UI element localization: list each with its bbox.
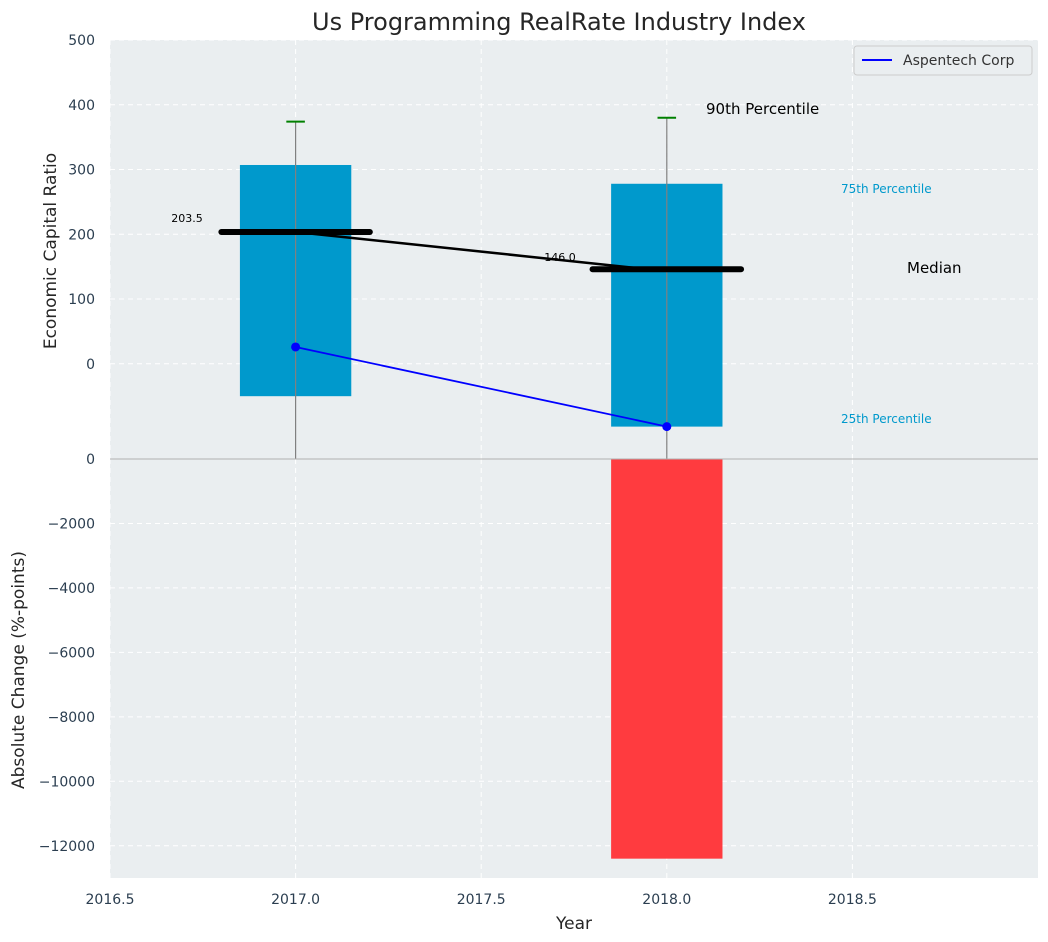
annotation-75th-percentile: 75th Percentile xyxy=(841,182,932,196)
top-series xyxy=(291,342,672,432)
bottom-plot-area: 0 −2000 −4000 −6000 −8000 −10000 −12000 xyxy=(39,452,1038,878)
bottom-y-tick-label: 0 xyxy=(86,452,95,468)
chart-title: Us Programming RealRate Industry Index xyxy=(312,8,806,36)
median-value-label-2017: 203.5 xyxy=(171,212,203,225)
x-tick-label: 2016.5 xyxy=(86,892,135,908)
change-bar-2018 xyxy=(611,459,723,859)
series-line-aspentech xyxy=(295,346,667,428)
top-y-axis-label: Economic Capital Ratio xyxy=(41,153,61,349)
bottom-y-axis-label: Absolute Change (%-points) xyxy=(9,551,29,789)
bottom-y-tick-labels: 0 −2000 −4000 −6000 −8000 −10000 −12000 xyxy=(39,452,95,855)
bottom-gridlines xyxy=(109,458,1038,878)
x-axis-label: Year xyxy=(555,914,592,934)
top-y-tick-label: 100 xyxy=(68,292,95,308)
bottom-y-tick-label: −10000 xyxy=(39,774,95,790)
top-y-tick-label: 500 xyxy=(68,33,95,49)
x-tick-label: 2017.5 xyxy=(457,892,506,908)
series-point-2018 xyxy=(662,422,672,432)
legend: Aspentech Corp xyxy=(853,45,1033,76)
series-point-2017 xyxy=(291,342,301,352)
x-tick-labels: 2016.5 2017.0 2017.5 2018.0 2018.5 xyxy=(86,892,877,908)
x-tick-label: 2018.5 xyxy=(828,892,877,908)
bottom-plot-background xyxy=(110,459,1038,878)
annotation-90th-percentile: 90th Percentile xyxy=(706,100,819,118)
top-y-tick-label: 0 xyxy=(86,357,95,373)
legend-label-aspentech: Aspentech Corp xyxy=(903,53,1014,69)
annotation-median: Median xyxy=(907,259,962,277)
bottom-y-tick-label: −12000 xyxy=(39,839,95,855)
top-y-tick-labels: 0 100 200 300 400 500 xyxy=(68,33,95,373)
x-tick-label: 2017.0 xyxy=(271,892,320,908)
bottom-y-tick-label: −6000 xyxy=(48,645,95,661)
annotation-25th-percentile: 25th Percentile xyxy=(841,412,932,426)
bottom-y-tick-label: −8000 xyxy=(48,710,95,726)
top-y-tick-label: 200 xyxy=(68,227,95,243)
bottom-bars xyxy=(611,459,723,859)
top-y-tick-label: 300 xyxy=(68,163,95,179)
legend-box xyxy=(853,45,1033,76)
top-boxes xyxy=(218,116,745,459)
bottom-y-tick-label: −4000 xyxy=(48,581,95,597)
median-value-label-2018: 146.0 xyxy=(544,251,576,264)
x-tick-label: 2018.0 xyxy=(642,892,691,908)
bottom-y-tick-label: −2000 xyxy=(48,516,95,532)
median-trend-line xyxy=(295,230,649,271)
top-plot-area: 0 100 200 300 400 500 xyxy=(68,33,1038,459)
top-y-tick-label: 400 xyxy=(68,98,95,114)
